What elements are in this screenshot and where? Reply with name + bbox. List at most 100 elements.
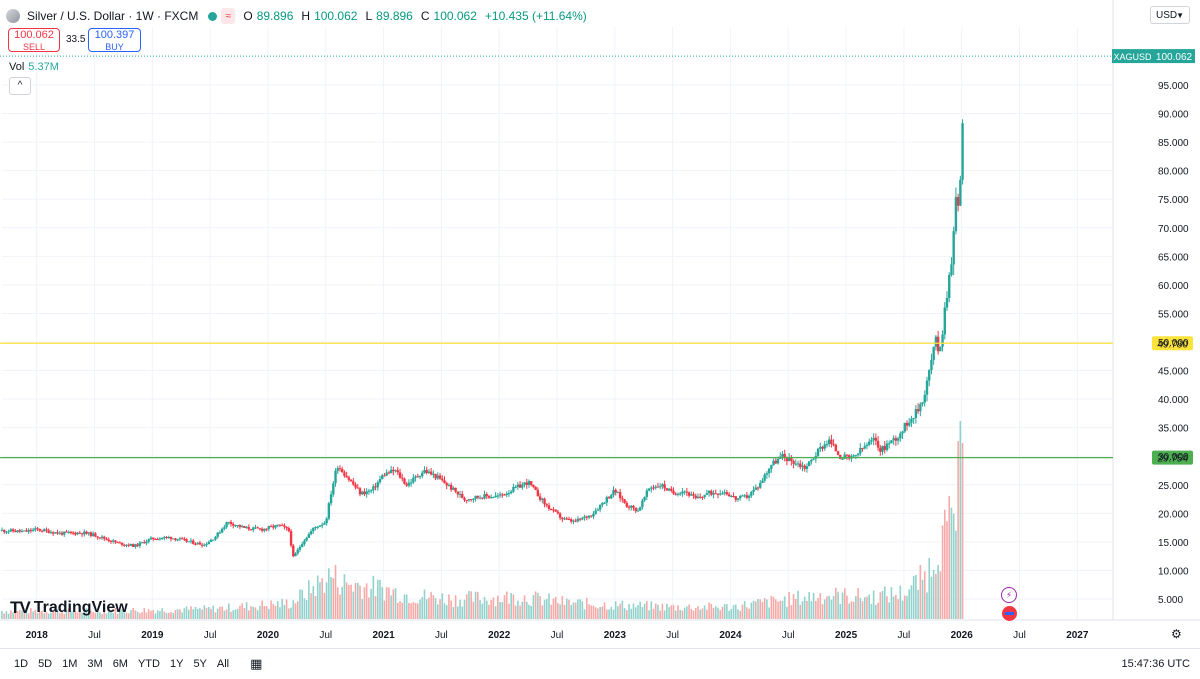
lightning-icon[interactable]: ⚡	[1001, 587, 1017, 603]
candle-body	[216, 532, 219, 537]
volume-bar	[510, 593, 512, 619]
candle-body	[43, 529, 46, 532]
candle-body	[71, 532, 75, 534]
clock[interactable]: 15:47:36 UTC	[1121, 658, 1190, 670]
candle-body	[254, 527, 257, 529]
candle-body	[863, 446, 866, 449]
price-chart[interactable]: 49.780 29.754 XAGUSD 100.062 5.000 10.000 15.0…	[0, 0, 1200, 648]
volume-bar	[201, 609, 203, 619]
volume-bar	[107, 611, 110, 619]
candle-body	[698, 496, 702, 498]
volume-label: Vol	[9, 61, 25, 73]
timeframe-5y[interactable]: 5Y	[193, 658, 207, 670]
volume-bar	[659, 610, 661, 619]
volume-bar	[648, 610, 650, 619]
candle-body	[378, 479, 382, 483]
volume-bar	[634, 607, 637, 619]
volume-bar	[797, 590, 799, 619]
volume-bar	[952, 513, 955, 619]
timeframe-1y[interactable]: 1Y	[169, 658, 184, 670]
date-range-icon[interactable]: ▦	[250, 656, 263, 671]
volume-bar	[519, 605, 521, 619]
volume-bar	[628, 604, 630, 619]
candle-body	[756, 487, 760, 489]
last-price-tag	[1153, 49, 1195, 64]
candle-body	[618, 492, 622, 499]
candle-body	[583, 516, 586, 518]
chart-header: Silver / U.S. Dollar · 1W · FXCM ≈ O 89.8…	[6, 7, 587, 25]
volume-bar	[156, 610, 159, 619]
volume-bar	[861, 601, 864, 619]
flag-icon[interactable]	[1001, 605, 1018, 622]
candle-body	[329, 494, 333, 504]
candle-body	[494, 495, 497, 498]
candle-body	[36, 528, 39, 530]
volume-bar	[926, 592, 928, 619]
volume-bar	[795, 599, 797, 619]
candle-body	[536, 489, 540, 497]
volume-bar	[99, 612, 101, 619]
volume-bar	[459, 599, 461, 619]
volume-bar	[670, 605, 673, 619]
volume-bar	[379, 579, 381, 619]
sell-button[interactable]: 100.062 SELL	[8, 28, 60, 52]
candle-body	[961, 123, 964, 180]
candle-body	[627, 506, 631, 508]
x-tick-label: 2023	[604, 630, 627, 641]
timeframe-1m[interactable]: 1M	[62, 658, 78, 670]
volume-bar	[221, 606, 223, 619]
volume-bar	[959, 421, 962, 619]
candle-body	[123, 544, 126, 546]
volume-bar	[265, 606, 268, 619]
volume-bar	[185, 606, 188, 619]
volume-bar	[585, 597, 588, 619]
buy-price: 100.397	[94, 29, 135, 41]
change-value: +10.435 (+11.64%)	[484, 9, 587, 23]
candle-body	[692, 494, 695, 496]
volume-bar	[630, 608, 633, 619]
candle-body	[936, 336, 940, 352]
currency-select[interactable]: USD ▼	[1150, 6, 1190, 24]
tradingview-logo[interactable]: TV TradingView	[10, 598, 128, 618]
candle-body	[807, 461, 811, 467]
candle-body	[158, 538, 162, 540]
volume-bar	[437, 604, 439, 619]
timeframe-all[interactable]: All	[216, 658, 230, 670]
volume-bar	[439, 599, 441, 619]
candle-body	[872, 437, 875, 441]
volume-bar	[939, 571, 942, 619]
volume-bar	[921, 579, 924, 619]
wave-icon[interactable]: ≈	[221, 8, 236, 24]
candle-body	[334, 470, 337, 484]
low-label: L	[365, 9, 373, 23]
volume-bar	[190, 606, 192, 619]
volume-bar	[125, 612, 128, 619]
collapse-indicators-button[interactable]: ^	[9, 77, 31, 95]
buy-button[interactable]: 100.397 BUY	[88, 28, 141, 52]
candle-body	[914, 409, 918, 418]
candle-body	[356, 487, 359, 489]
volume-bar	[637, 605, 639, 619]
candle-body	[650, 487, 653, 489]
timeframe-6m[interactable]: 6M	[112, 658, 128, 670]
volume-bar	[16, 611, 19, 619]
settings-gear-icon[interactable]: ⚙	[1171, 627, 1182, 641]
timeframe-1d[interactable]: 1D	[14, 658, 29, 670]
timeframe-3m[interactable]: 3M	[87, 658, 103, 670]
x-tick-label: Jul	[1013, 630, 1026, 641]
volume-bar	[857, 588, 859, 619]
timeframe-ytd[interactable]: YTD	[137, 658, 160, 670]
volume-bar	[499, 602, 501, 619]
symbol-title[interactable]: Silver / U.S. Dollar · 1W · FXCM	[27, 9, 199, 23]
candle-body	[661, 484, 664, 487]
volume-bar	[368, 597, 370, 619]
volume-bar	[390, 595, 392, 619]
volume-bar	[565, 598, 568, 619]
volume-bar	[779, 600, 782, 619]
volume-bar	[383, 600, 386, 619]
timeframe-5d[interactable]: 5D	[38, 658, 53, 670]
candle-body	[741, 495, 744, 497]
x-tick-label: Jul	[204, 630, 217, 641]
volume-bar	[739, 610, 742, 619]
candle-body	[489, 497, 493, 499]
